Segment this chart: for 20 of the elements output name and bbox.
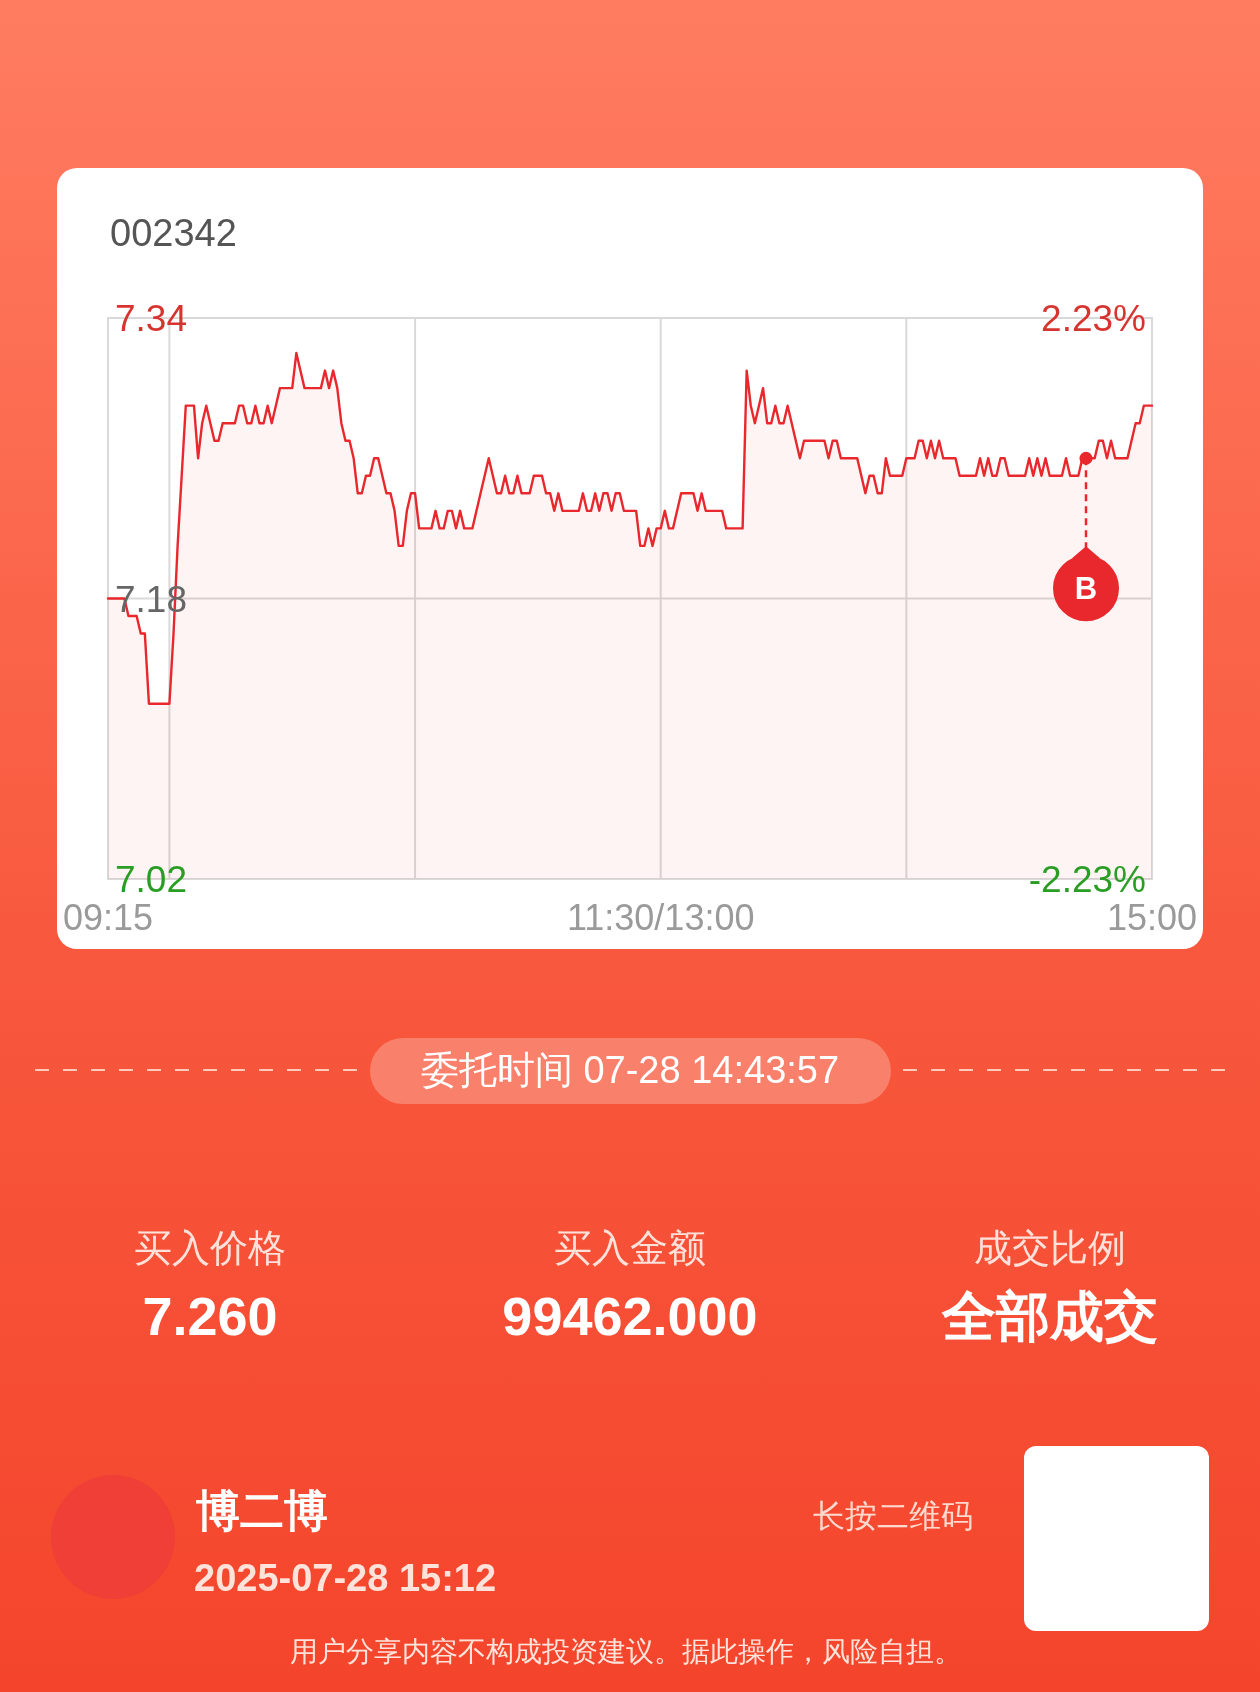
y2tick: -2.23%	[1028, 859, 1146, 900]
chart-title: 002342	[110, 212, 237, 254]
ytick: 7.02	[115, 859, 187, 900]
text: 委托时间 07-28 14:43:57	[420, 1049, 840, 1091]
text: 买入金额	[554, 1227, 706, 1269]
ytick: 7.34	[115, 298, 187, 339]
xtick: 15:00	[1106, 897, 1198, 938]
xtick: 11:30/13:00	[566, 897, 755, 938]
text: 99462.000	[502, 1286, 758, 1346]
text: 博二博	[196, 1486, 328, 1535]
text: 全部成交	[941, 1286, 1158, 1346]
annotation: B	[1074, 571, 1098, 607]
text: 用户分享内容不构成投资建议。据此操作，风险自担。	[290, 1636, 962, 1667]
xtick: 09:15	[62, 897, 154, 938]
text: 成交比例	[974, 1227, 1126, 1269]
text: 7.260	[142, 1286, 278, 1346]
text: 买入价格	[134, 1227, 286, 1269]
text: 长按二维码	[813, 1498, 973, 1534]
y2tick: 2.23%	[1041, 298, 1146, 339]
text: 2025-07-28 15:12	[194, 1557, 497, 1599]
